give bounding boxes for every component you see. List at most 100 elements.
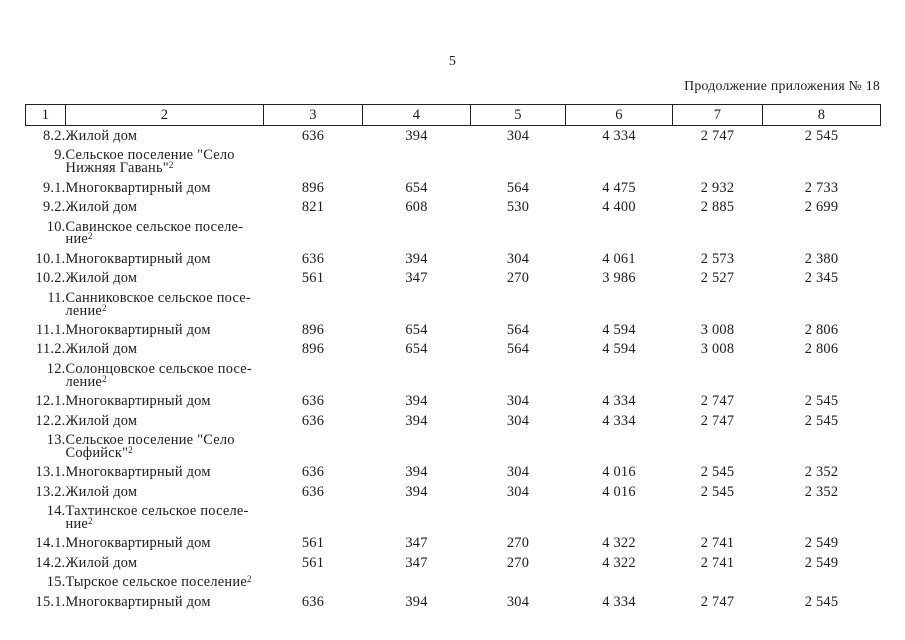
row-name-cell: Солонцовское сельское посе- ление2 <box>66 360 264 392</box>
row-label: Жилой дом <box>65 270 138 287</box>
footnote-marker: 2 <box>168 160 174 171</box>
value-cell <box>471 289 566 321</box>
footnote-marker: 2 <box>246 574 252 585</box>
row-number: 10.1. <box>35 250 66 267</box>
row-name-cell: Многоквартирный дом <box>66 250 264 269</box>
value-cell: 4 594 <box>602 321 636 338</box>
value-cell: 2 741 <box>700 554 735 571</box>
row-name-cell: Многоквартирный дом <box>66 534 264 553</box>
row-name-cell: Многоквартирный дом <box>66 392 264 411</box>
value-cell <box>566 502 673 534</box>
row-name-cell: Жилой дом <box>66 554 264 573</box>
value-cell: 394 <box>405 393 428 410</box>
value-cell: 304 <box>506 393 530 410</box>
value-cell: 2 573 <box>700 250 735 267</box>
table-row: 14.2. Жилой дом 561 347 270 4 322 2 741 2 549 <box>26 554 881 573</box>
row-name-cell: Многоквартирный дом <box>66 593 264 612</box>
row-number: 12.1. <box>35 393 66 410</box>
value-cell: 4 334 <box>602 593 636 610</box>
row-name-cell: Многоквартирный дом <box>66 321 264 340</box>
value-cell <box>566 218 673 250</box>
table-row: 10.2. Жилой дом 561 347 270 3 986 2 527 2 345 <box>26 269 881 288</box>
value-cell: 2 549 <box>804 535 839 552</box>
value-cell <box>673 573 763 592</box>
row-number: 12. <box>46 360 66 377</box>
row-number: 14. <box>46 503 66 520</box>
row-label: Многоквартирный дом <box>65 250 211 267</box>
row-label: Сельское поселение "Село Нижняя Гавань" <box>65 147 235 177</box>
value-cell: 2 545 <box>804 412 839 429</box>
value-cell: 2 352 <box>804 464 839 481</box>
row-number: 9.1. <box>42 179 66 196</box>
value-cell: 896 <box>301 341 325 358</box>
value-cell: 2 747 <box>700 593 735 610</box>
value-cell <box>763 431 881 463</box>
value-cell: 564 <box>506 179 530 196</box>
row-name-cell: Жилой дом <box>66 269 264 288</box>
value-cell: 2 747 <box>700 128 735 144</box>
value-cell <box>363 360 471 392</box>
value-cell <box>471 146 566 178</box>
value-cell: 4 016 <box>602 464 636 481</box>
footnote-marker: 2 <box>88 231 93 242</box>
value-cell: 304 <box>506 128 530 144</box>
value-cell <box>264 218 363 250</box>
row-name-cell: Многоквартирный дом <box>66 179 264 198</box>
value-cell: 2 380 <box>804 250 839 267</box>
value-cell <box>264 573 363 592</box>
value-cell: 4 475 <box>602 179 636 196</box>
value-cell: 4 594 <box>602 341 636 358</box>
value-cell: 270 <box>506 535 530 552</box>
table-row: 14.1. Многоквартирный дом 561 347 270 4 322 2 … <box>26 534 881 553</box>
value-cell: 4 322 <box>602 535 636 552</box>
row-label: Санниковское сельское посе- ление <box>65 289 251 319</box>
row-label: Многоквартирный дом <box>65 464 211 481</box>
column-header: 5 <box>470 104 566 126</box>
value-cell: 2 545 <box>804 593 839 610</box>
value-cell: 4 322 <box>602 554 636 571</box>
value-cell: 3 986 <box>602 270 636 287</box>
row-name-cell: Жилой дом <box>66 483 264 502</box>
value-cell: 4 400 <box>602 199 636 216</box>
row-label: Жилой дом <box>65 128 138 144</box>
value-cell: 394 <box>405 128 428 144</box>
footnote-marker: 2 <box>102 373 107 384</box>
table-row: 14. Тахтинское сельское поселе- ние2 <box>26 502 881 534</box>
row-label: Жилой дом <box>65 554 138 571</box>
row-label: Многоквартирный дом <box>65 593 211 610</box>
value-cell: 636 <box>301 412 325 429</box>
value-cell <box>763 360 881 392</box>
row-number: 10.2. <box>35 270 66 287</box>
value-cell <box>566 360 673 392</box>
value-cell <box>264 146 363 178</box>
value-cell: 2 549 <box>804 554 839 571</box>
table-row: 15.1. Многоквартирный дом 636 394 304 4 334 2 … <box>26 593 881 612</box>
table-row: 11.2. Жилой дом 896 654 564 4 594 3 008 2 806 <box>26 340 881 359</box>
value-cell <box>673 146 763 178</box>
value-cell: 304 <box>506 464 530 481</box>
row-name-cell: Тахтинское сельское поселе- ние2 <box>66 502 264 534</box>
value-cell: 564 <box>506 341 530 358</box>
row-label: Тахтинское сельское поселе- ние <box>65 503 249 532</box>
row-label: Жилой дом <box>65 199 138 216</box>
value-cell: 821 <box>301 199 325 216</box>
appendix-continuation-note: Продолжение приложения № 18 <box>684 78 880 93</box>
value-cell: 2 545 <box>700 483 735 500</box>
value-cell: 270 <box>506 554 530 571</box>
value-cell: 304 <box>506 412 530 429</box>
row-name-cell: Санниковское сельское посе- ление2 <box>66 289 264 321</box>
footnote-marker: 2 <box>102 302 107 313</box>
value-cell <box>264 431 363 463</box>
table-row: 9.2. Жилой дом 821 608 530 4 400 2 885 2 699 <box>26 198 881 217</box>
value-cell: 304 <box>506 483 530 500</box>
value-cell: 347 <box>405 270 428 287</box>
value-cell: 2 733 <box>804 179 839 196</box>
footnote-marker: 2 <box>88 515 93 526</box>
value-cell: 636 <box>301 593 325 610</box>
row-number: 13.1. <box>35 464 66 481</box>
value-cell: 2 806 <box>804 341 839 358</box>
value-cell <box>673 289 763 321</box>
value-cell <box>763 502 881 534</box>
value-cell <box>363 431 471 463</box>
